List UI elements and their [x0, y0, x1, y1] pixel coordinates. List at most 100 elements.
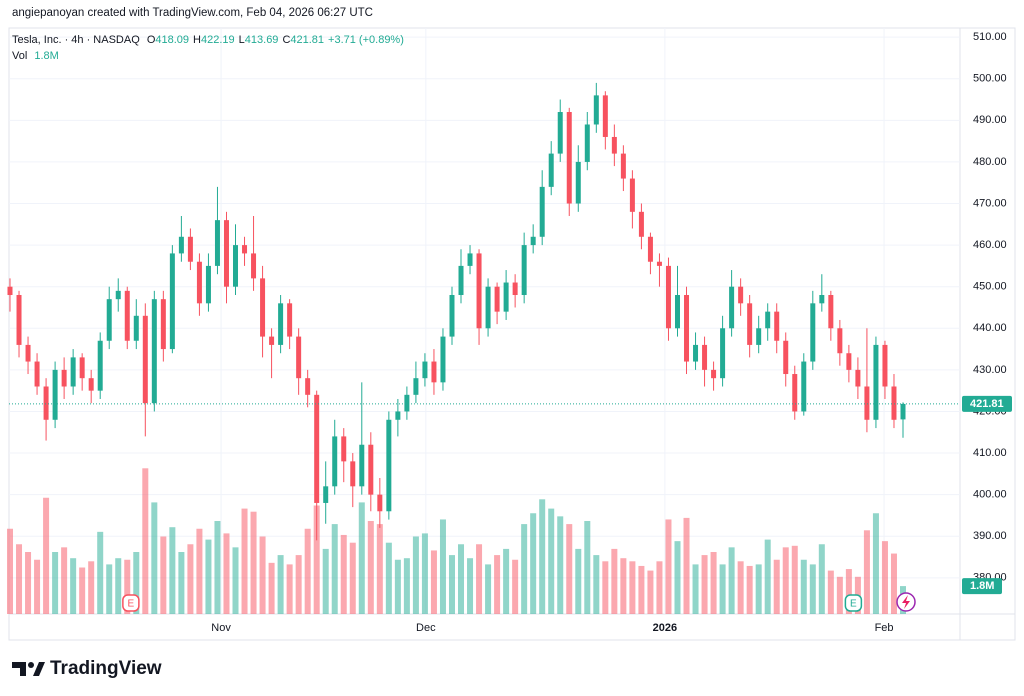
- candle-body: [106, 299, 112, 341]
- candle-body: [61, 369, 67, 387]
- volume-bar: [521, 524, 528, 614]
- volume-bar: [692, 564, 699, 614]
- volume-bar: [70, 558, 77, 614]
- candle-body: [846, 353, 852, 370]
- candle-body: [251, 253, 257, 279]
- candle-body: [783, 340, 789, 375]
- ohlc-label: O: [146, 34, 156, 46]
- candle-body: [665, 265, 671, 329]
- volume-bar: [800, 559, 807, 614]
- volume-bar: [241, 508, 248, 614]
- volume-bar: [277, 555, 284, 614]
- candle-body: [196, 261, 202, 304]
- volume-bar: [52, 552, 59, 614]
- candle-body: [539, 186, 545, 237]
- candle-body: [720, 328, 726, 379]
- volume-bar: [647, 570, 654, 614]
- candle-body: [656, 261, 662, 266]
- candle-body: [828, 295, 834, 329]
- candle-body: [422, 361, 428, 379]
- volume-bar: [683, 517, 690, 614]
- candle-body: [458, 265, 464, 296]
- ohlc-label: C: [282, 34, 291, 46]
- news-icon-bolt: [902, 595, 910, 609]
- volume-bar: [232, 547, 239, 614]
- candle-body: [88, 378, 94, 391]
- volume-bar: [620, 558, 627, 614]
- candle-body: [638, 211, 644, 237]
- candle-body: [629, 178, 635, 212]
- candle-body: [467, 253, 473, 266]
- volume-header: Vol 1.8M: [12, 50, 63, 62]
- legend-header: Tesla, Inc. · 4h · NASDAQ O418.09 H422.19…: [12, 34, 408, 46]
- candle-body: [449, 295, 455, 337]
- volume-bar: [268, 562, 275, 614]
- volume-label: Vol: [12, 50, 28, 62]
- candle-body: [160, 299, 166, 350]
- volume-bar: [665, 519, 672, 614]
- volume-bar: [881, 541, 888, 614]
- candle-body: [801, 361, 807, 412]
- grid: [9, 28, 960, 614]
- volume-bar: [701, 555, 708, 614]
- volume-bar: [160, 536, 167, 614]
- volume-bar: [629, 561, 636, 614]
- event-label: E: [128, 599, 135, 610]
- volume-bar: [512, 559, 519, 614]
- volume-bar: [728, 547, 735, 614]
- volume-bar: [133, 552, 140, 614]
- candle-body: [404, 394, 410, 412]
- candle-body: [305, 378, 311, 395]
- candle-body: [765, 311, 771, 329]
- candle-body: [593, 95, 599, 125]
- volume-bar: [674, 541, 681, 614]
- candle-body: [810, 303, 816, 362]
- candle-body: [900, 403, 906, 420]
- volume-bar: [602, 561, 609, 614]
- volume-bar: [151, 502, 158, 614]
- volume-bar: [214, 521, 221, 614]
- volume-bars: [7, 468, 906, 614]
- candle-body: [296, 336, 302, 379]
- volume-bar: [863, 530, 870, 614]
- ohlc-value: 421.81: [290, 34, 325, 46]
- candle-body: [368, 444, 374, 495]
- candle-body: [260, 278, 266, 337]
- brand-logo: [12, 662, 45, 676]
- candle-body: [377, 494, 383, 512]
- candle-body: [115, 290, 121, 300]
- candle-body: [837, 328, 843, 354]
- volume-bar: [566, 524, 573, 614]
- y-tick-label: 460.00: [973, 239, 1007, 251]
- volume-bar: [494, 555, 501, 614]
- volume-bar: [710, 552, 717, 614]
- candle-body: [575, 161, 581, 204]
- ohlc-label: H: [193, 34, 201, 46]
- candle-body: [7, 286, 13, 296]
- candle-body: [503, 282, 509, 312]
- volume-bar: [169, 527, 176, 614]
- volume-bar: [782, 547, 789, 614]
- y-tick-label: 510.00: [973, 31, 1007, 43]
- candle-body: [819, 295, 825, 304]
- event-label: E: [850, 599, 857, 610]
- x-tick-label: Dec: [416, 622, 436, 634]
- candle-body: [287, 303, 293, 337]
- volume-bar: [548, 508, 555, 614]
- candle-body: [395, 411, 401, 420]
- volume-bar: [836, 576, 843, 614]
- candle-body: [359, 444, 365, 487]
- y-tick-label: 430.00: [973, 364, 1007, 376]
- candle-body: [602, 95, 608, 137]
- volume-bar: [575, 548, 582, 614]
- volume-bar: [448, 555, 455, 614]
- candle-body: [485, 286, 491, 329]
- candle-body: [341, 436, 347, 462]
- candle-body: [332, 436, 338, 487]
- volume-bar: [349, 542, 356, 614]
- candle-body: [557, 112, 563, 154]
- volume-bar: [872, 513, 879, 614]
- volume-bar: [61, 547, 68, 614]
